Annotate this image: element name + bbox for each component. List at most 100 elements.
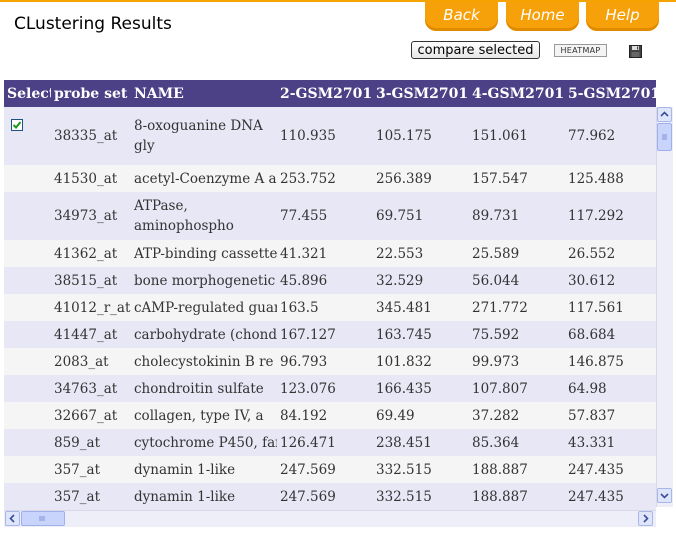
probe-set-cell: 38515_at [51, 267, 131, 294]
value-cell-gsm27017: 271.772 [469, 294, 565, 321]
table-row[interactable]: 34763_at chondroitin sulfate 123.076 166.43… [4, 375, 656, 402]
select-cell [4, 375, 51, 402]
gene-name-cell: chondroitin sulfate [131, 375, 277, 402]
value-cell-gsm27017: 151.061 [469, 107, 565, 165]
value-cell-gsm27018: 117.292 [565, 192, 656, 240]
select-cell [4, 165, 51, 192]
column-header-name[interactable]: NAME [131, 80, 277, 107]
table-row[interactable]: 34973_at ATPase, aminophospho 77.455 69.751… [4, 192, 656, 240]
value-cell-gsm27015: 84.192 [277, 402, 373, 429]
table-row[interactable]: 32667_at collagen, type IV, a 84.192 69.49 3… [4, 402, 656, 429]
value-cell-gsm27018: 64.98 [565, 375, 656, 402]
scroll-right-button[interactable] [638, 511, 653, 526]
probe-set-cell: 41530_at [51, 165, 131, 192]
scroll-down-button[interactable] [657, 488, 672, 503]
value-cell-gsm27017: 37.282 [469, 402, 565, 429]
value-cell-gsm27015: 253.752 [277, 165, 373, 192]
value-cell-gsm27015: 41.321 [277, 240, 373, 267]
column-header-gsm27015[interactable]: 2-GSM27015 [277, 80, 373, 107]
vertical-scrollbar[interactable] [656, 107, 673, 507]
grip-icon [662, 134, 667, 140]
gene-name-cell: bone morphogenetic p [131, 267, 277, 294]
floppy-disk-icon[interactable] [629, 45, 642, 58]
value-cell-gsm27015: 45.896 [277, 267, 373, 294]
gene-name-cell: cytochrome P450, fam [131, 429, 277, 456]
vertical-scroll-thumb[interactable] [657, 123, 672, 151]
select-cell [4, 456, 51, 483]
help-button[interactable]: Help [586, 2, 659, 31]
value-cell-gsm27016: 332.515 [373, 483, 469, 510]
column-header-probe-set[interactable]: probe set [51, 80, 131, 107]
horizontal-scrollbar[interactable] [4, 510, 656, 527]
value-cell-gsm27016: 69.751 [373, 192, 469, 240]
value-cell-gsm27015: 126.471 [277, 429, 373, 456]
probe-set-cell: 41012_r_at [51, 294, 131, 321]
select-cell [4, 483, 51, 510]
value-cell-gsm27016: 332.515 [373, 456, 469, 483]
value-cell-gsm27017: 85.364 [469, 429, 565, 456]
chevron-left-icon [9, 514, 15, 523]
table-row[interactable]: 357_at dynamin 1-like 247.569 332.515 188.88… [4, 456, 656, 483]
table-row[interactable]: 859_at cytochrome P450, fam 126.471 238.451… [4, 429, 656, 456]
select-cell [4, 240, 51, 267]
heatmap-button[interactable]: HEATMAP [554, 44, 607, 57]
column-header-select[interactable]: Select [4, 80, 51, 107]
grip-icon [39, 516, 45, 521]
value-cell-gsm27015: 110.935 [277, 107, 373, 165]
scroll-left-button[interactable] [5, 511, 20, 526]
probe-set-cell: 34973_at [51, 192, 131, 240]
probe-set-cell: 41362_at [51, 240, 131, 267]
value-cell-gsm27017: 99.973 [469, 348, 565, 375]
value-cell-gsm27017: 56.044 [469, 267, 565, 294]
table-row[interactable]: 38335_at 8-oxoguanine DNA gly 110.935 105.1… [4, 107, 656, 165]
table-row[interactable]: 41362_at ATP-binding cassette 41.321 22.553… [4, 240, 656, 267]
value-cell-gsm27017: 89.731 [469, 192, 565, 240]
select-cell [4, 107, 51, 165]
gene-name-cell: carbohydrate (chondr [131, 321, 277, 348]
value-cell-gsm27016: 256.389 [373, 165, 469, 192]
value-cell-gsm27016: 345.481 [373, 294, 469, 321]
horizontal-scroll-thumb[interactable] [21, 511, 65, 526]
value-cell-gsm27018: 125.488 [565, 165, 656, 192]
page-title: CLustering Results [14, 14, 172, 34]
column-header-gsm27018[interactable]: 5-GSM27018 [565, 80, 656, 107]
value-cell-gsm27015: 123.076 [277, 375, 373, 402]
table-header-row: Select probe set NAME 2-GSM27015 3-GSM27… [4, 80, 656, 107]
table-row[interactable]: 357_at dynamin 1-like 247.569 332.515 188.88… [4, 483, 656, 510]
value-cell-gsm27016: 22.553 [373, 240, 469, 267]
value-cell-gsm27016: 166.435 [373, 375, 469, 402]
home-button[interactable]: Home [506, 2, 579, 31]
value-cell-gsm27018: 30.612 [565, 267, 656, 294]
value-cell-gsm27017: 157.547 [469, 165, 565, 192]
column-header-gsm27017[interactable]: 4-GSM27017 [469, 80, 565, 107]
select-cell [4, 429, 51, 456]
table-row[interactable]: 41530_at acetyl-Coenzyme A ac 253.752 256.3… [4, 165, 656, 192]
probe-set-cell: 34763_at [51, 375, 131, 402]
column-header-gsm27016[interactable]: 3-GSM27016 [373, 80, 469, 107]
value-cell-gsm27018: 26.552 [565, 240, 656, 267]
value-cell-gsm27018: 146.875 [565, 348, 656, 375]
probe-set-cell: 357_at [51, 483, 131, 510]
value-cell-gsm27017: 188.887 [469, 456, 565, 483]
probe-set-cell: 357_at [51, 456, 131, 483]
gene-name-cell: ATP-binding cassette [131, 240, 277, 267]
gene-name-cell: dynamin 1-like [131, 483, 277, 510]
probe-set-cell: 32667_at [51, 402, 131, 429]
gene-name-cell: cholecystokinin B re [131, 348, 277, 375]
table-row[interactable]: 38515_at bone morphogenetic p 45.896 32.529… [4, 267, 656, 294]
checkbox[interactable] [11, 119, 23, 131]
table-row[interactable]: 41447_at carbohydrate (chondr 167.127 163.7… [4, 321, 656, 348]
select-cell [4, 321, 51, 348]
back-button[interactable]: Back [425, 2, 498, 31]
value-cell-gsm27017: 107.807 [469, 375, 565, 402]
table-row[interactable]: 41012_r_at cAMP-regulated guani 163.5 345.4… [4, 294, 656, 321]
compare-selected-button[interactable]: compare selected [411, 41, 540, 59]
value-cell-gsm27015: 247.569 [277, 483, 373, 510]
value-cell-gsm27016: 101.832 [373, 348, 469, 375]
value-cell-gsm27018: 43.331 [565, 429, 656, 456]
scroll-up-button[interactable] [657, 107, 672, 122]
select-cell [4, 348, 51, 375]
value-cell-gsm27016: 163.745 [373, 321, 469, 348]
table-row[interactable]: 2083_at cholecystokinin B re 96.793 101.832… [4, 348, 656, 375]
value-cell-gsm27018: 117.561 [565, 294, 656, 321]
